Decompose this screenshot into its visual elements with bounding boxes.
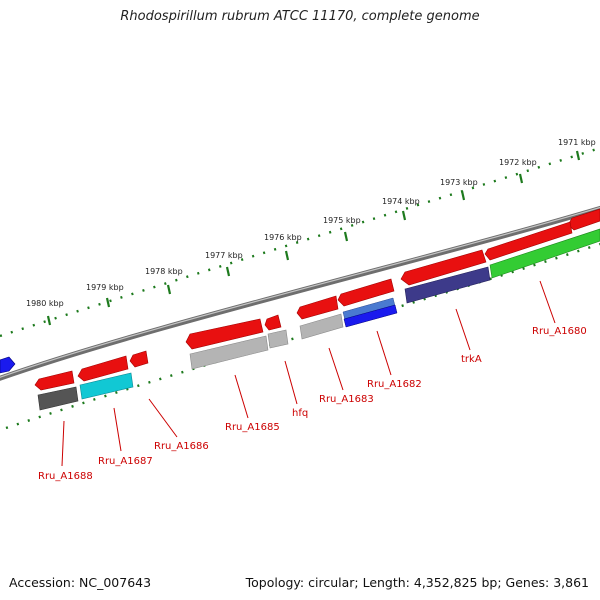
cds-bars [37, 228, 600, 411]
gene-label-rru-a1682[interactable]: Rru_A1682 [367, 379, 422, 390]
gene-label-rru-a1687[interactable]: Rru_A1687 [98, 456, 153, 467]
cds-bar-rru-a1680[interactable] [489, 228, 600, 279]
gene-label-rru-a1688[interactable]: Rru_A1688 [38, 471, 93, 482]
forward-genes [34, 208, 600, 391]
kbp-label: 1979 kbp [86, 283, 124, 292]
gene-arrow[interactable] [34, 370, 75, 391]
gene-label-trka[interactable]: trkA [461, 354, 482, 365]
gene-arrow[interactable] [264, 314, 282, 331]
gene-arrow[interactable] [129, 350, 149, 368]
kbp-label: 1975 kbp [323, 216, 361, 225]
cds-bar-rru-a1688[interactable] [37, 386, 79, 411]
gene-labels: Rru_A1680 trkA Rru_A1682 Rru_A1683 hfq R… [38, 326, 587, 482]
cds-bar-rru-a1687[interactable] [79, 372, 134, 400]
kbp-label: 1980 kbp [26, 299, 64, 308]
genome-backbone-highlight [0, 206, 600, 378]
cds-bar-rru-a1683[interactable] [299, 313, 344, 340]
genome-summary-text: Topology: circular; Length: 4,352,825 bp… [245, 575, 589, 590]
leader-lines [61, 280, 556, 467]
gene-label-rru-a1685[interactable]: Rru_A1685 [225, 422, 280, 433]
gene-arrow[interactable] [77, 355, 129, 382]
gene-arrow[interactable] [185, 318, 264, 350]
cds-bar-trka[interactable] [404, 266, 491, 304]
kbp-label: 1971 kbp [558, 138, 596, 147]
kbp-label: 1972 kbp [499, 158, 537, 167]
cds-bar-rru-a1685[interactable] [189, 335, 269, 370]
gene-label-hfq[interactable]: hfq [292, 408, 308, 419]
gene-label-rru-a1686[interactable]: Rru_A1686 [154, 441, 209, 452]
gene-label-rru-a1683[interactable]: Rru_A1683 [319, 394, 374, 405]
kbp-label: 1974 kbp [382, 197, 420, 206]
gene-arrow[interactable] [484, 221, 573, 261]
gene-arrow-left-edge[interactable] [0, 356, 16, 374]
gene-arrow[interactable] [296, 295, 339, 320]
gene-arrow[interactable] [400, 249, 487, 286]
kbp-major-ticks [46, 150, 581, 326]
kbp-label: 1973 kbp [440, 178, 478, 187]
cds-bar-rru-a1682[interactable] [343, 304, 398, 328]
kbp-label: 1977 kbp [205, 251, 243, 260]
kbp-label: 1978 kbp [145, 267, 183, 276]
genome-backbone [0, 205, 600, 381]
cds-bar-hfq[interactable] [267, 329, 289, 349]
inner-ruler [5, 242, 600, 430]
kbp-label: 1976 kbp [264, 233, 302, 242]
gene-label-rru-a1680[interactable]: Rru_A1680 [532, 326, 587, 337]
accession-text: Accession: NC_007643 [9, 575, 152, 590]
kbp-labels: 1971 kbp 1972 kbp 1973 kbp 1974 kbp 1975… [26, 138, 596, 308]
map-title: Rhodospirillum rubrum ATCC 11170, comple… [120, 9, 480, 24]
gene-arrow[interactable] [337, 278, 395, 307]
